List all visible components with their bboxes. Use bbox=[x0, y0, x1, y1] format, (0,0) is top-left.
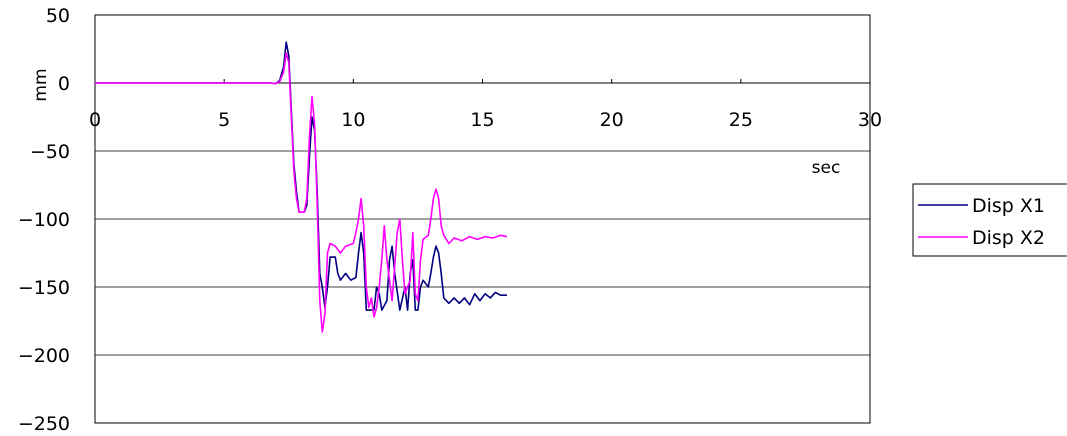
tick-labels: 50 0 −50 −100 −150 −200 −250 0 5 10 15 20 25 30 bbox=[18, 5, 882, 435]
y-tick-label-0: 0 bbox=[58, 73, 70, 95]
y-tick-label-50: 50 bbox=[46, 5, 70, 27]
y-tick-label--250: −250 bbox=[18, 413, 70, 435]
legend-label-disp-x1: Disp X1 bbox=[972, 195, 1045, 217]
x-axis-title: sec bbox=[812, 158, 841, 178]
x-tick-label-5: 5 bbox=[218, 109, 230, 131]
legend-label-disp-x2: Disp X2 bbox=[972, 227, 1045, 249]
legend-box bbox=[912, 183, 1067, 257]
x-tick-label-25: 25 bbox=[729, 109, 753, 131]
x-tick-label-20: 20 bbox=[600, 109, 624, 131]
x-tick-label-10: 10 bbox=[341, 109, 365, 131]
series-lines bbox=[95, 41, 508, 333]
x-tick-label-15: 15 bbox=[470, 109, 494, 131]
x-tick-label-0: 0 bbox=[89, 109, 101, 131]
y-tick-label--100: −100 bbox=[18, 209, 70, 231]
y-axis-title: mm bbox=[31, 68, 51, 101]
y-tick-label--150: −150 bbox=[18, 277, 70, 299]
y-tick-label--200: −200 bbox=[18, 345, 70, 367]
y-tick-label--50: −50 bbox=[30, 141, 70, 163]
series-line-disp-x2 bbox=[95, 52, 508, 333]
x-tick-label-30: 30 bbox=[858, 109, 882, 131]
legend: Disp X1 Disp X2 bbox=[912, 183, 1067, 257]
